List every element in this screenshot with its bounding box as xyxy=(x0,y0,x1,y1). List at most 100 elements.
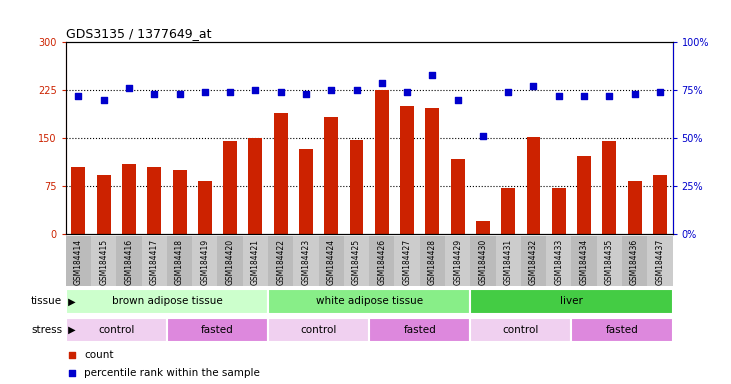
Text: GSM184422: GSM184422 xyxy=(276,239,285,285)
Bar xyxy=(325,117,338,234)
Bar xyxy=(249,138,262,234)
Text: stress: stress xyxy=(31,325,62,335)
FancyBboxPatch shape xyxy=(268,236,293,286)
FancyBboxPatch shape xyxy=(572,318,673,343)
Bar xyxy=(273,113,287,234)
Bar xyxy=(96,175,110,234)
Text: GSM184419: GSM184419 xyxy=(200,239,209,285)
Text: GSM184437: GSM184437 xyxy=(656,239,664,285)
Bar xyxy=(451,159,465,234)
FancyBboxPatch shape xyxy=(116,236,142,286)
Text: GSM184429: GSM184429 xyxy=(453,239,462,285)
Text: GSM184427: GSM184427 xyxy=(403,239,412,285)
Text: GSM184415: GSM184415 xyxy=(99,239,108,285)
Point xyxy=(72,93,84,99)
Bar xyxy=(375,90,389,234)
Text: ▶: ▶ xyxy=(65,296,76,306)
FancyBboxPatch shape xyxy=(66,290,268,313)
Text: GSM184432: GSM184432 xyxy=(529,239,538,285)
Text: GSM184416: GSM184416 xyxy=(124,239,134,285)
Text: GSM184421: GSM184421 xyxy=(251,239,260,285)
Point xyxy=(98,97,110,103)
Text: GSM184435: GSM184435 xyxy=(605,239,614,285)
Text: GSM184431: GSM184431 xyxy=(504,239,512,285)
Bar xyxy=(173,170,186,234)
FancyBboxPatch shape xyxy=(647,236,673,286)
Point xyxy=(502,89,514,95)
Point xyxy=(300,91,312,97)
Point xyxy=(553,93,564,99)
Point xyxy=(578,93,590,99)
Text: control: control xyxy=(300,325,337,335)
Point xyxy=(629,91,640,97)
Point xyxy=(123,85,135,91)
Text: GDS3135 / 1377649_at: GDS3135 / 1377649_at xyxy=(66,26,211,40)
FancyBboxPatch shape xyxy=(496,236,520,286)
FancyBboxPatch shape xyxy=(445,236,470,286)
FancyBboxPatch shape xyxy=(167,318,268,343)
Text: tissue: tissue xyxy=(31,296,62,306)
Bar xyxy=(198,181,212,234)
Point xyxy=(325,87,337,93)
FancyBboxPatch shape xyxy=(470,290,673,313)
Point xyxy=(148,91,160,97)
FancyBboxPatch shape xyxy=(268,290,470,313)
FancyBboxPatch shape xyxy=(91,236,116,286)
Text: GSM184424: GSM184424 xyxy=(327,239,336,285)
Text: GSM184417: GSM184417 xyxy=(150,239,159,285)
FancyBboxPatch shape xyxy=(319,236,344,286)
Text: GSM184436: GSM184436 xyxy=(630,239,639,285)
Bar xyxy=(122,164,136,234)
Bar xyxy=(653,175,667,234)
FancyBboxPatch shape xyxy=(293,236,319,286)
Bar xyxy=(501,187,515,234)
Text: control: control xyxy=(503,325,539,335)
FancyBboxPatch shape xyxy=(167,236,192,286)
Text: GSM184414: GSM184414 xyxy=(74,239,83,285)
FancyBboxPatch shape xyxy=(622,236,647,286)
Text: control: control xyxy=(98,325,135,335)
Point xyxy=(66,369,77,376)
Text: liver: liver xyxy=(560,296,583,306)
Bar xyxy=(552,187,566,234)
FancyBboxPatch shape xyxy=(243,236,268,286)
Text: percentile rank within the sample: percentile rank within the sample xyxy=(84,367,260,377)
Point xyxy=(401,89,413,95)
Point xyxy=(426,72,438,78)
Text: GSM184425: GSM184425 xyxy=(352,239,361,285)
FancyBboxPatch shape xyxy=(520,236,546,286)
Point xyxy=(351,87,363,93)
FancyBboxPatch shape xyxy=(420,236,445,286)
Text: GSM184434: GSM184434 xyxy=(580,239,588,285)
Point xyxy=(199,89,211,95)
Text: GSM184418: GSM184418 xyxy=(175,239,184,285)
Point xyxy=(477,133,489,139)
FancyBboxPatch shape xyxy=(192,236,218,286)
FancyBboxPatch shape xyxy=(268,318,369,343)
Text: GSM184433: GSM184433 xyxy=(554,239,564,285)
FancyBboxPatch shape xyxy=(470,318,572,343)
Bar xyxy=(577,156,591,234)
Bar xyxy=(476,222,490,234)
Point xyxy=(174,91,186,97)
Bar xyxy=(602,141,616,234)
Text: fasted: fasted xyxy=(404,325,436,335)
Point xyxy=(528,83,539,89)
Text: GSM184426: GSM184426 xyxy=(377,239,386,285)
Text: GSM184430: GSM184430 xyxy=(478,239,488,285)
Text: white adipose tissue: white adipose tissue xyxy=(316,296,423,306)
FancyBboxPatch shape xyxy=(470,236,496,286)
FancyBboxPatch shape xyxy=(218,236,243,286)
Point xyxy=(66,352,77,358)
FancyBboxPatch shape xyxy=(369,318,470,343)
Bar xyxy=(148,167,162,234)
Point xyxy=(452,97,463,103)
FancyBboxPatch shape xyxy=(369,236,395,286)
Bar xyxy=(628,181,642,234)
Bar xyxy=(349,139,363,234)
FancyBboxPatch shape xyxy=(546,236,572,286)
Point xyxy=(654,89,666,95)
Bar xyxy=(400,106,414,234)
FancyBboxPatch shape xyxy=(596,236,622,286)
Point xyxy=(249,87,261,93)
